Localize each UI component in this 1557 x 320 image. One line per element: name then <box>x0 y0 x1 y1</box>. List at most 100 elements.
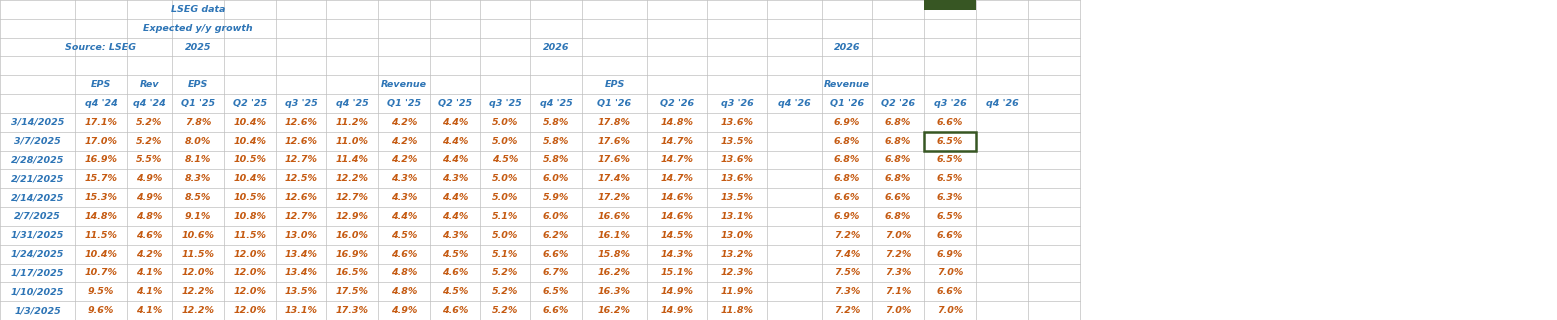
Text: 4.1%: 4.1% <box>137 287 162 296</box>
Text: 6.9%: 6.9% <box>835 212 859 221</box>
Text: 11.5%: 11.5% <box>182 250 215 259</box>
Text: 7.3%: 7.3% <box>835 287 859 296</box>
Text: 14.9%: 14.9% <box>660 287 693 296</box>
Text: 16.2%: 16.2% <box>598 268 631 277</box>
Text: 13.1%: 13.1% <box>285 306 318 315</box>
Text: 5.0%: 5.0% <box>492 231 518 240</box>
Text: 13.6%: 13.6% <box>721 174 754 183</box>
Text: 6.9%: 6.9% <box>937 250 964 259</box>
Text: 4.9%: 4.9% <box>391 306 417 315</box>
Text: 6.0%: 6.0% <box>543 174 570 183</box>
Text: q4 '25: q4 '25 <box>540 99 573 108</box>
Text: 12.7%: 12.7% <box>285 212 318 221</box>
Text: 4.4%: 4.4% <box>442 118 469 127</box>
Text: q4 '24: q4 '24 <box>134 99 167 108</box>
Text: 6.6%: 6.6% <box>835 193 859 202</box>
Text: 2/28/2025: 2/28/2025 <box>11 156 64 164</box>
Text: 8.1%: 8.1% <box>185 156 212 164</box>
Text: 4.6%: 4.6% <box>442 268 469 277</box>
Text: 17.6%: 17.6% <box>598 137 631 146</box>
Text: 3/14/2025: 3/14/2025 <box>11 118 64 127</box>
Text: 17.8%: 17.8% <box>598 118 631 127</box>
Text: 9.6%: 9.6% <box>87 306 114 315</box>
Text: 16.1%: 16.1% <box>598 231 631 240</box>
Text: 7.0%: 7.0% <box>937 268 964 277</box>
Text: 4.3%: 4.3% <box>442 174 469 183</box>
Text: Q2 '26: Q2 '26 <box>881 99 916 108</box>
Text: 6.6%: 6.6% <box>543 306 570 315</box>
Text: 4.2%: 4.2% <box>137 250 162 259</box>
Text: 9.5%: 9.5% <box>87 287 114 296</box>
Text: 1/24/2025: 1/24/2025 <box>11 250 64 259</box>
Text: 5.1%: 5.1% <box>492 212 518 221</box>
Text: 4.3%: 4.3% <box>391 174 417 183</box>
Text: q3 '26: q3 '26 <box>721 99 754 108</box>
Text: 10.5%: 10.5% <box>234 193 266 202</box>
Text: 5.5%: 5.5% <box>137 156 162 164</box>
Text: 4.2%: 4.2% <box>391 137 417 146</box>
Text: Revenue: Revenue <box>381 80 427 89</box>
Text: 5.2%: 5.2% <box>137 118 162 127</box>
Text: 13.1%: 13.1% <box>721 212 754 221</box>
Text: 17.1%: 17.1% <box>84 118 117 127</box>
Text: 6.0%: 6.0% <box>543 212 570 221</box>
Text: 4.9%: 4.9% <box>137 174 162 183</box>
Text: q3 '26: q3 '26 <box>934 99 967 108</box>
Text: 6.2%: 6.2% <box>543 231 570 240</box>
Text: 5.8%: 5.8% <box>543 137 570 146</box>
Text: 4.1%: 4.1% <box>137 268 162 277</box>
Text: 8.3%: 8.3% <box>185 174 212 183</box>
Text: Q1 '25: Q1 '25 <box>181 99 215 108</box>
Text: 6.8%: 6.8% <box>884 212 911 221</box>
Text: 15.3%: 15.3% <box>84 193 117 202</box>
Text: 14.3%: 14.3% <box>660 250 693 259</box>
Text: 10.4%: 10.4% <box>234 118 266 127</box>
Text: 15.7%: 15.7% <box>84 174 117 183</box>
Text: 11.5%: 11.5% <box>84 231 117 240</box>
Text: 10.5%: 10.5% <box>234 156 266 164</box>
Text: 13.4%: 13.4% <box>285 250 318 259</box>
Text: 17.6%: 17.6% <box>598 156 631 164</box>
Text: Revenue: Revenue <box>824 80 870 89</box>
Text: q4 '26: q4 '26 <box>986 99 1018 108</box>
Text: 10.7%: 10.7% <box>84 268 117 277</box>
Text: 4.5%: 4.5% <box>391 231 417 240</box>
Text: 11.4%: 11.4% <box>335 156 369 164</box>
Text: 2/7/2025: 2/7/2025 <box>14 212 61 221</box>
Text: 8.0%: 8.0% <box>185 137 212 146</box>
Text: 7.0%: 7.0% <box>937 306 964 315</box>
Text: 12.0%: 12.0% <box>234 268 266 277</box>
Text: 7.8%: 7.8% <box>185 118 212 127</box>
Text: 6.3%: 6.3% <box>937 193 964 202</box>
Text: 10.8%: 10.8% <box>234 212 266 221</box>
Text: 15.8%: 15.8% <box>598 250 631 259</box>
Text: 7.2%: 7.2% <box>884 250 911 259</box>
Text: 14.6%: 14.6% <box>660 193 693 202</box>
Text: 12.5%: 12.5% <box>285 174 318 183</box>
Text: 13.5%: 13.5% <box>721 137 754 146</box>
Text: 6.8%: 6.8% <box>884 137 911 146</box>
Text: 2/21/2025: 2/21/2025 <box>11 174 64 183</box>
Text: 12.2%: 12.2% <box>182 306 215 315</box>
Text: EPS: EPS <box>188 80 209 89</box>
Text: 16.0%: 16.0% <box>335 231 369 240</box>
Text: 10.4%: 10.4% <box>234 174 266 183</box>
Text: Q2 '25: Q2 '25 <box>438 99 472 108</box>
Text: 17.3%: 17.3% <box>335 306 369 315</box>
Text: 16.3%: 16.3% <box>598 287 631 296</box>
Text: q4 '26: q4 '26 <box>778 99 811 108</box>
Text: 6.5%: 6.5% <box>937 156 964 164</box>
Bar <box>923 132 976 151</box>
Text: 6.8%: 6.8% <box>835 156 859 164</box>
Text: 4.8%: 4.8% <box>137 212 162 221</box>
Text: 4.4%: 4.4% <box>442 212 469 221</box>
Text: 11.8%: 11.8% <box>721 306 754 315</box>
Text: 6.6%: 6.6% <box>937 231 964 240</box>
Text: 1/3/2025: 1/3/2025 <box>14 306 61 315</box>
Text: 16.5%: 16.5% <box>335 268 369 277</box>
Text: 16.9%: 16.9% <box>84 156 117 164</box>
Text: 5.8%: 5.8% <box>543 156 570 164</box>
Text: 2026: 2026 <box>543 43 570 52</box>
Text: 6.6%: 6.6% <box>937 118 964 127</box>
Text: 13.0%: 13.0% <box>285 231 318 240</box>
